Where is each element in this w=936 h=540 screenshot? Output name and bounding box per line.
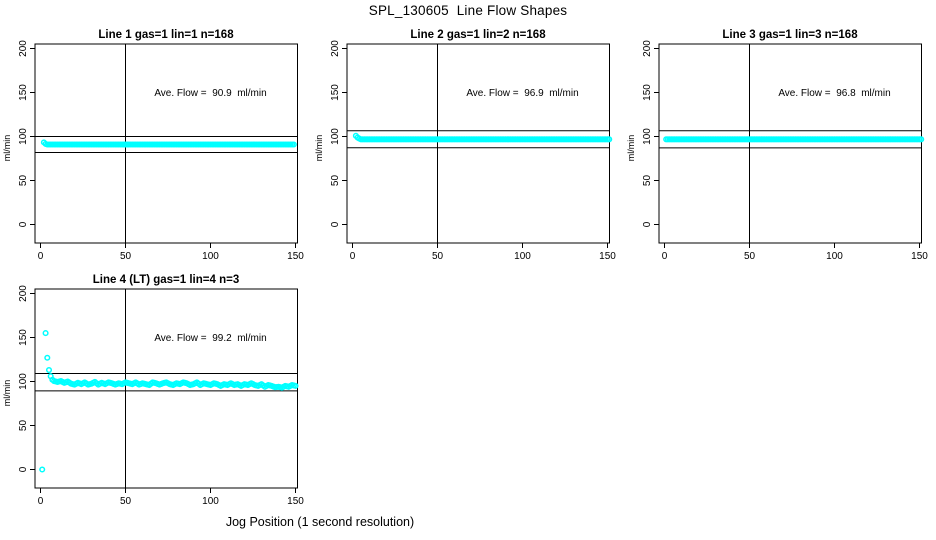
x-tick-label: 50 bbox=[432, 251, 444, 262]
y-axis-title: ml/min bbox=[626, 135, 636, 162]
data-points bbox=[39, 330, 299, 473]
x-tick-label: 150 bbox=[911, 251, 928, 262]
plot-box bbox=[658, 43, 922, 244]
shared-x-axis-label: Jog Position (1 second resolution) bbox=[225, 515, 415, 529]
panel-2-plot: Line 2 gas=1 lin=2 n=168 0 50 100 150 200 ml/m… bbox=[314, 29, 616, 262]
ave-flow-annotation: Ave. Flow = 96.8 ml/min bbox=[778, 88, 890, 99]
x-tick-label: 150 bbox=[287, 251, 304, 262]
x-tick-label: 150 bbox=[287, 496, 304, 507]
x-tick-label: 0 bbox=[38, 496, 44, 507]
y-tick-label: 50 bbox=[18, 175, 29, 187]
y-tick-label: 0 bbox=[18, 221, 29, 227]
panel-title: Line 2 gas=1 lin=2 n=168 bbox=[410, 29, 546, 41]
y-tick-label: 200 bbox=[18, 40, 29, 57]
plot-box bbox=[346, 43, 610, 244]
x-tick-label: 100 bbox=[202, 251, 219, 262]
panel-title: Line 4 (LT) gas=1 lin=4 n=3 bbox=[93, 274, 239, 286]
y-tick-label: 200 bbox=[330, 40, 341, 57]
y-tick-label: 0 bbox=[18, 466, 29, 472]
y-tick-label: 150 bbox=[330, 84, 341, 101]
panel-title: Line 3 gas=1 lin=3 n=168 bbox=[722, 29, 858, 41]
panel-line-2: Line 2 gas=1 lin=2 n=168 0 50 100 150 200 ml/m… bbox=[312, 25, 624, 270]
ave-flow-annotation: Ave. Flow = 90.9 ml/min bbox=[154, 88, 266, 99]
x-tick-label: 0 bbox=[350, 251, 356, 262]
y-tick-label: 100 bbox=[18, 373, 29, 390]
y-tick-label: 50 bbox=[330, 175, 341, 187]
data-points bbox=[40, 139, 297, 148]
x-tick-label: 50 bbox=[744, 251, 756, 262]
ave-flow-annotation: Ave. Flow = 96.9 ml/min bbox=[466, 88, 578, 99]
x-tick-label: 100 bbox=[202, 496, 219, 507]
x-tick-label: 100 bbox=[514, 251, 531, 262]
x-tick-label: 50 bbox=[120, 251, 132, 262]
y-tick-label: 50 bbox=[642, 175, 653, 187]
y-tick-label: 0 bbox=[642, 221, 653, 227]
y-tick-label: 50 bbox=[18, 420, 29, 432]
y-axis-title: ml/min bbox=[2, 380, 12, 407]
y-tick-label: 100 bbox=[18, 128, 29, 145]
y-tick-label: 100 bbox=[642, 128, 653, 145]
y-tick-label: 100 bbox=[330, 128, 341, 145]
x-tick-label: 150 bbox=[599, 251, 616, 262]
y-tick-label: 150 bbox=[642, 84, 653, 101]
panel-line-3: Line 3 gas=1 lin=3 n=168 0 50 100 150 200 ml/m… bbox=[624, 25, 936, 270]
page-title: SPL_130605 Line Flow Shapes bbox=[368, 3, 568, 18]
panel-4-plot: Line 4 (LT) gas=1 lin=4 n=3 0 50 100 150 200 m… bbox=[2, 274, 304, 507]
y-tick-label: 150 bbox=[18, 84, 29, 101]
panel-title: Line 1 gas=1 lin=1 n=168 bbox=[98, 29, 234, 41]
x-tick-label: 0 bbox=[38, 251, 44, 262]
y-tick-label: 150 bbox=[18, 329, 29, 346]
x-tick-label: 0 bbox=[662, 251, 668, 262]
panel-line-4: Line 4 (LT) gas=1 lin=4 n=3 0 50 100 150 200 m… bbox=[0, 270, 312, 515]
data-points bbox=[352, 132, 613, 143]
y-tick-label: 200 bbox=[18, 285, 29, 302]
ave-flow-annotation: Ave. Flow = 99.2 ml/min bbox=[154, 333, 266, 344]
x-tick-label: 100 bbox=[826, 251, 843, 262]
plot-box bbox=[34, 43, 298, 244]
x-tick-label: 50 bbox=[120, 496, 132, 507]
panel-line-1: Line 1 gas=1 lin=1 n=168 0 50 100 150 200 ml/m… bbox=[0, 25, 312, 270]
plot-box bbox=[34, 288, 298, 489]
y-tick-label: 200 bbox=[642, 40, 653, 57]
panel-1-plot: Line 1 gas=1 lin=1 n=168 0 50 100 150 200 ml/m… bbox=[2, 29, 304, 262]
y-axis-title: ml/min bbox=[2, 135, 12, 162]
y-axis-title: ml/min bbox=[314, 135, 324, 162]
y-tick-label: 0 bbox=[330, 221, 341, 227]
panel-3-plot: Line 3 gas=1 lin=3 n=168 0 50 100 150 200 ml/m… bbox=[626, 29, 928, 262]
data-points bbox=[663, 136, 925, 143]
